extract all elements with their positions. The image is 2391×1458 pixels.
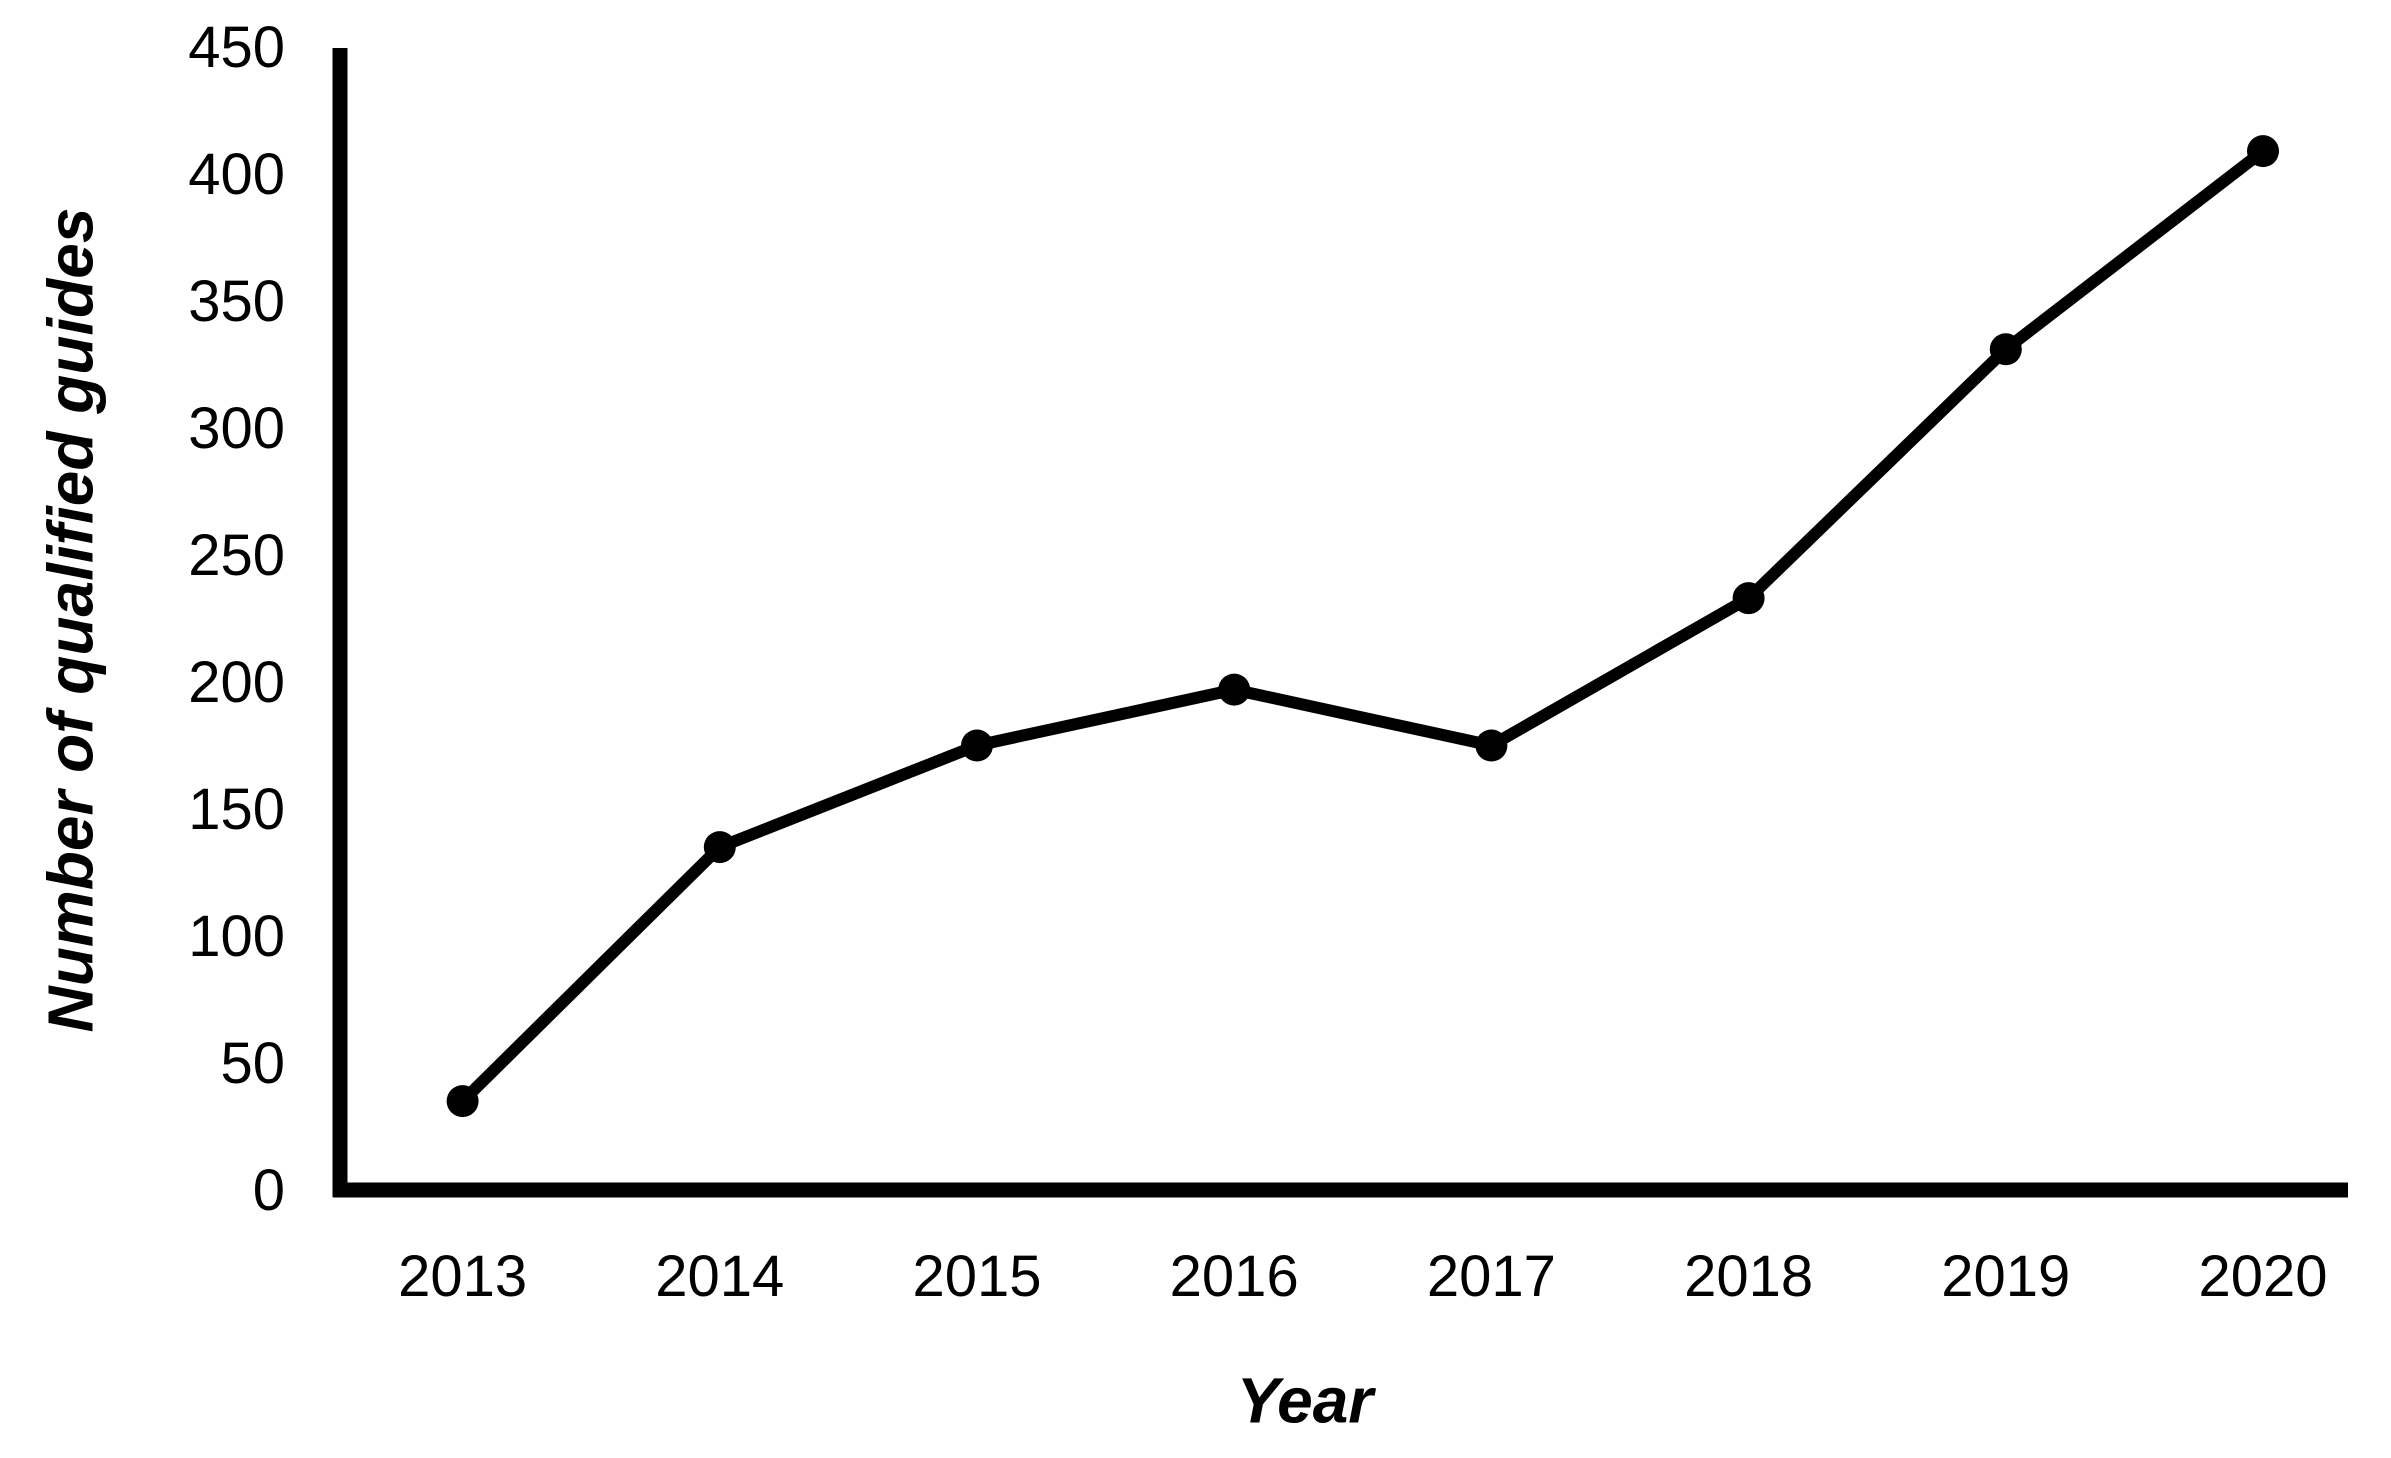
x-tick-label-2017: 2017 (1427, 1244, 1556, 1309)
y-tick-label-50: 50 (220, 1031, 285, 1096)
x-tick-label-2016: 2016 (1170, 1244, 1299, 1309)
y-tick-label-250: 250 (188, 523, 285, 588)
y-tick-label-150: 150 (188, 777, 285, 842)
y-tick-label-100: 100 (188, 904, 285, 969)
y-tick-label-400: 400 (188, 142, 285, 207)
y-tick-label-450: 450 (188, 15, 285, 80)
x-tick-label-2015: 2015 (912, 1244, 1041, 1309)
y-tick-label-200: 200 (188, 650, 285, 715)
x-tick-label-2019: 2019 (1941, 1244, 2070, 1309)
data-point-2014 (703, 831, 736, 864)
x-axis-title: Year (1237, 1364, 1377, 1436)
data-point-2015 (961, 729, 993, 762)
data-point-2020 (2247, 135, 2279, 168)
x-tick-label-2013: 2013 (398, 1244, 527, 1309)
y-axis-tick-labels: 0 50 100 150 200 250 300 350 400 450 (188, 15, 285, 1223)
x-tick-label-2014: 2014 (655, 1244, 784, 1309)
data-point-2018 (1732, 582, 1765, 615)
x-tick-label-2020: 2020 (2198, 1244, 2327, 1309)
data-point-2019 (1989, 333, 2022, 366)
data-line (456, 145, 2269, 1108)
series-layer (446, 135, 2279, 1118)
y-tick-label-350: 350 (188, 269, 285, 334)
y-tick-label-0: 0 (253, 1158, 285, 1223)
y-axis-title: Number of qualified guides (34, 208, 106, 1033)
y-tick-label-300: 300 (188, 396, 285, 461)
data-point-2017 (1475, 729, 1508, 762)
data-point-2013 (446, 1085, 479, 1118)
x-axis-tick-labels: 2013 2014 2015 2016 2017 2018 2019 2020 (398, 1244, 2327, 1309)
x-tick-label-2018: 2018 (1684, 1244, 1813, 1309)
data-point-2016 (1218, 673, 1251, 706)
